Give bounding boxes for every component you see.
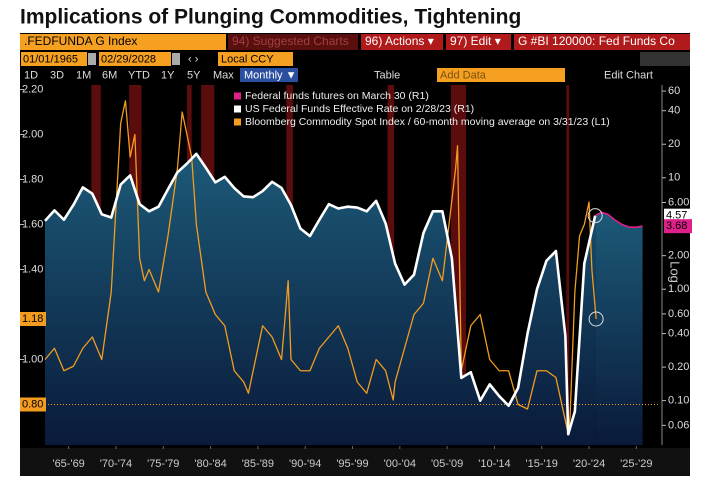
legend-label: Federal funds futures on March 30 (R1) [245, 90, 429, 102]
period-button[interactable]: YTD [128, 69, 150, 81]
actions: 96) Actions ▾ [365, 34, 434, 48]
suggested-btn[interactable] [228, 34, 358, 50]
y2-tick-label: 0.40 [668, 327, 689, 339]
edit-chart[interactable]: Edit Chart [604, 69, 653, 81]
x-tick-label: '90-'94 [289, 458, 321, 470]
security-box [514, 34, 690, 50]
y2-tick-label: 1.00 [668, 283, 689, 295]
y-tick-label: 2.20 [22, 83, 43, 95]
edit: 97) Edit ▾ [450, 34, 501, 48]
value-box [20, 312, 46, 326]
x-tick-label: '20-'24 [573, 458, 605, 470]
ticker: .FEDFUNDA G Index [24, 34, 137, 48]
y-tick-label: 1.40 [22, 263, 43, 275]
period-buttons: 1D 3D 1M 6M YTD 1Y 5Y Max [24, 69, 234, 81]
series-line [44, 152, 597, 436]
y2-tick-label: 0.60 [668, 308, 689, 320]
y2-tick-label: 6.00 [668, 196, 689, 208]
y-tick-label: 1.00 [22, 353, 43, 365]
legend-swatch [234, 118, 241, 126]
period-button[interactable]: 3D [50, 69, 64, 81]
legend-swatch [234, 92, 241, 100]
legend-label: Bloomberg Commodity Spot Index / 60-mont… [245, 116, 610, 128]
start-field[interactable] [21, 52, 87, 66]
x-tick-label: '00-'04 [384, 458, 416, 470]
value-box [20, 397, 46, 412]
y2-tick-label: 0.06 [668, 419, 689, 431]
last-value-label: 4.57 [666, 210, 687, 222]
plot: 2.20 2.00 1.80 1.60 1.40 1.00 0.80 1.18 60 40 20 10… [20, 83, 692, 470]
period-button[interactable]: 1M [76, 69, 91, 81]
area-fill [595, 212, 643, 445]
value-box [664, 219, 692, 234]
y2-tick-label: 0.20 [668, 361, 689, 373]
highlight-circle [587, 208, 603, 224]
period-button[interactable]: 1Y [161, 69, 175, 81]
ccy-field[interactable] [218, 52, 293, 66]
recession-band [566, 85, 570, 445]
period-button[interactable]: 5Y [187, 69, 201, 81]
undo-box[interactable] [640, 52, 690, 66]
add-data-field[interactable] [437, 68, 565, 82]
x-tick-label: '15-'19 [526, 458, 558, 470]
nav-arrows[interactable]: ‹ › [188, 53, 199, 65]
y2-tick-label: 20 [668, 138, 680, 150]
add-data: Add Data [440, 69, 487, 81]
x-tick-label: '95-'99 [336, 458, 368, 470]
reference-label: 0.80 [22, 398, 43, 410]
end-field[interactable] [99, 52, 171, 66]
y2-tick-label: 60 [668, 85, 680, 97]
y-tick-label: 2.00 [22, 128, 43, 140]
x-axis-band [20, 448, 690, 476]
currency: Local CCY [221, 53, 274, 65]
freq-box[interactable] [240, 68, 298, 82]
last-value-label: 3.68 [666, 220, 687, 232]
actions-btn[interactable] [361, 34, 443, 50]
ticker-box[interactable] [20, 34, 226, 50]
area-fill [45, 153, 596, 445]
security: G #BI 120000: Fed Funds Co [518, 34, 675, 48]
cal-icon[interactable] [172, 53, 180, 65]
x-tick-label: '85-'89 [242, 458, 274, 470]
y-tick-label: 1.60 [22, 218, 43, 230]
x-tick-label: '05-'09 [431, 458, 463, 470]
y2-axis-label: Log [668, 261, 683, 283]
series-line [594, 211, 643, 229]
x-tick-label: '70-'74 [100, 458, 132, 470]
highlight-circle [588, 311, 604, 327]
x-tick-label: '80-'84 [194, 458, 226, 470]
period-button[interactable]: Max [213, 69, 234, 81]
y2-tick-label: 0.10 [668, 395, 689, 407]
edit-btn[interactable] [446, 34, 511, 50]
period-button[interactable]: 6M [102, 69, 117, 81]
x-tick-label: '25-'29 [620, 458, 652, 470]
series-line [44, 100, 597, 435]
x-tick-label: '65-'69 [52, 458, 84, 470]
y2-tick-label: 40 [668, 105, 680, 117]
x-tick-label: '10-'14 [478, 458, 510, 470]
table-btn[interactable]: Table [374, 69, 400, 81]
chart-title: Implications of Plunging Commodities, Ti… [20, 6, 521, 29]
legend-swatch [234, 105, 241, 113]
frequency: Monthly ▼ [244, 69, 296, 81]
y2-tick-label: 10 [668, 172, 680, 184]
period-button[interactable]: 1D [24, 69, 38, 81]
legend-label: US Federal Funds Effective Rate on 2/28/… [245, 103, 474, 115]
y2-tick-label: 2.00 [668, 250, 689, 262]
end-date: 02/29/2028 [101, 53, 156, 65]
start-date: 01/01/1965 [23, 53, 78, 65]
cal-icon[interactable] [88, 53, 96, 65]
suggested: 94) Suggested Charts [232, 34, 349, 48]
last-value-label: 1.18 [22, 313, 43, 325]
x-tick-label: '75-'79 [147, 458, 179, 470]
y-tick-label: 1.80 [22, 173, 43, 185]
